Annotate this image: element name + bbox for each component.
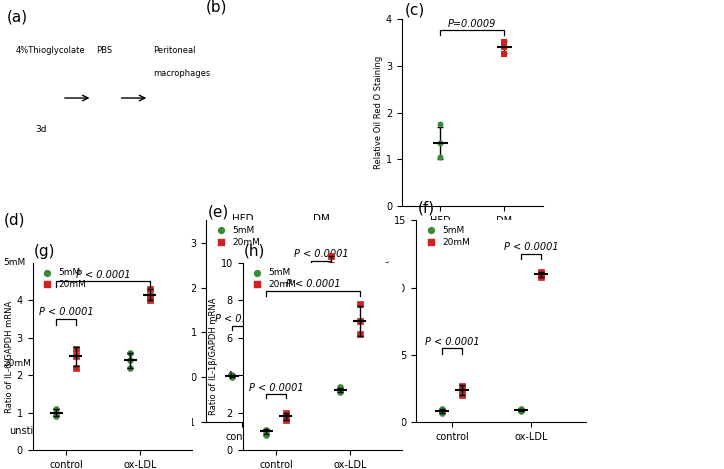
Point xyxy=(279,413,291,420)
Point xyxy=(51,413,62,420)
Point xyxy=(246,338,258,345)
Point xyxy=(51,409,62,416)
Point xyxy=(334,386,346,394)
Point xyxy=(305,309,316,316)
Point xyxy=(144,296,156,304)
Point xyxy=(70,353,81,360)
Point xyxy=(70,364,81,371)
Point xyxy=(334,384,346,391)
Point xyxy=(51,405,62,413)
Point xyxy=(354,300,366,308)
Point xyxy=(515,408,526,415)
Point xyxy=(326,262,337,269)
Text: P < 0.0001: P < 0.0001 xyxy=(294,250,348,259)
Point xyxy=(515,405,526,412)
Point xyxy=(226,373,237,381)
Point xyxy=(456,392,468,399)
Legend: 5mM, 20mM: 5mM, 20mM xyxy=(247,267,298,290)
Point xyxy=(434,153,446,161)
Text: PBS: PBS xyxy=(96,45,112,55)
Point xyxy=(261,428,272,435)
Point xyxy=(125,356,136,364)
Point xyxy=(499,43,510,51)
Text: (c): (c) xyxy=(405,2,425,17)
Text: unstimulated: unstimulated xyxy=(9,426,75,436)
Point xyxy=(354,317,366,325)
Text: 5mM: 5mM xyxy=(4,258,26,267)
Point xyxy=(326,271,337,278)
Point xyxy=(536,273,547,280)
Y-axis label: Ratio of IL-1β/GAPDH mRNA: Ratio of IL-1β/GAPDH mRNA xyxy=(209,298,218,415)
Point xyxy=(226,373,237,380)
Point xyxy=(334,388,346,396)
Text: (g): (g) xyxy=(34,244,56,259)
Text: (e): (e) xyxy=(208,205,230,220)
Point xyxy=(125,364,136,371)
Point xyxy=(536,268,547,275)
Y-axis label: Ratio of TNF-α/GAPDH mRNA: Ratio of TNF-α/GAPDH mRNA xyxy=(382,260,392,382)
Point xyxy=(305,306,316,314)
Text: P < 0.0001: P < 0.0001 xyxy=(424,337,479,347)
Point xyxy=(246,333,258,340)
Point xyxy=(456,382,468,390)
Point xyxy=(436,407,447,415)
Point xyxy=(499,50,510,58)
Point xyxy=(436,405,447,412)
Text: (a): (a) xyxy=(7,9,28,24)
Point xyxy=(226,372,237,379)
Point xyxy=(456,386,468,393)
Text: P < 0.0001: P < 0.0001 xyxy=(248,383,303,393)
Point xyxy=(279,409,291,416)
Text: P < 0.0001: P < 0.0001 xyxy=(75,270,130,280)
Text: P < 0.0001: P < 0.0001 xyxy=(504,242,558,252)
Y-axis label: Ratio of IL-6/GAPDH mRNA: Ratio of IL-6/GAPDH mRNA xyxy=(5,300,14,413)
Text: P=0.0009: P=0.0009 xyxy=(448,19,497,29)
Text: Ox-LDL: Ox-LDL xyxy=(117,426,152,436)
Legend: 5mM, 20mM: 5mM, 20mM xyxy=(421,225,471,248)
Point xyxy=(305,304,316,311)
Point xyxy=(436,409,447,416)
Text: (b): (b) xyxy=(206,0,227,15)
Text: 20mM: 20mM xyxy=(4,359,32,368)
Text: 3d: 3d xyxy=(35,124,47,134)
Text: P < 0.0001: P < 0.0001 xyxy=(285,279,340,289)
Y-axis label: Relative Oil Red O Staining: Relative Oil Red O Staining xyxy=(171,265,180,378)
Legend: 5mM, 20mM: 5mM, 20mM xyxy=(37,267,88,290)
Point xyxy=(279,416,291,424)
Point xyxy=(515,406,526,414)
Text: (f): (f) xyxy=(418,200,435,215)
Text: HFD: HFD xyxy=(232,214,254,224)
Point xyxy=(70,345,81,353)
Text: P < 0.0001: P < 0.0001 xyxy=(214,314,269,325)
Point xyxy=(261,431,272,439)
Point xyxy=(144,285,156,293)
Text: 4%Thioglycolate: 4%Thioglycolate xyxy=(15,45,85,55)
Text: DM: DM xyxy=(313,214,330,224)
Point xyxy=(125,349,136,356)
Text: Peritoneal: Peritoneal xyxy=(153,45,195,55)
Point xyxy=(354,330,366,338)
Text: (h): (h) xyxy=(244,244,266,259)
Point xyxy=(326,252,337,260)
Point xyxy=(434,139,446,147)
Point xyxy=(246,342,258,350)
Text: macrophages: macrophages xyxy=(153,69,211,78)
Y-axis label: Relative Oil Red O Staining: Relative Oil Red O Staining xyxy=(374,56,383,169)
Legend: 5mM, 20mM: 5mM, 20mM xyxy=(211,225,261,248)
Point xyxy=(434,121,446,128)
Point xyxy=(499,38,510,46)
Point xyxy=(144,293,156,300)
Point xyxy=(261,426,272,433)
Text: P < 0.0001: P < 0.0001 xyxy=(38,307,93,317)
Text: (d): (d) xyxy=(4,212,25,227)
Point xyxy=(536,271,547,278)
